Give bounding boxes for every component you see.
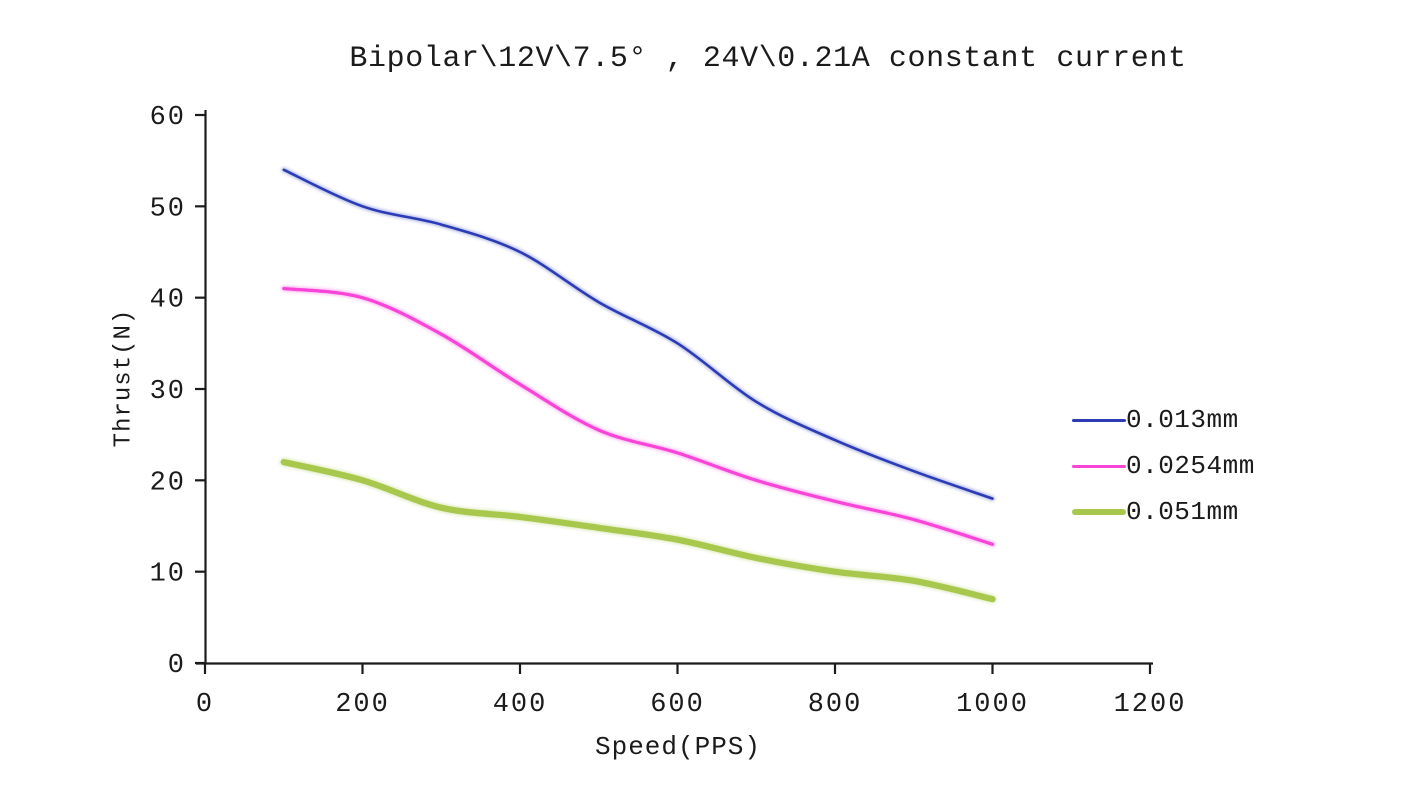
y-tick-label-20: 20	[150, 468, 186, 498]
x-tick-label-400: 400	[493, 690, 548, 720]
series-glow-0.013mm	[281, 167, 995, 501]
legend-label-00254mm: 0.0254mm	[1126, 451, 1255, 481]
y-axis-label: Thrust(N)	[110, 308, 138, 448]
legend-line-0013mm-swatch	[1072, 418, 1126, 422]
x-axis-label: Speed(PPS)	[594, 732, 762, 762]
x-tick-label-0: 0	[196, 690, 214, 720]
legend-item-0013mm: 0.013mm	[1072, 397, 1255, 443]
chart-title: Bipolar\12V\7.5° , 24V\0.21A constant cu…	[349, 42, 1187, 76]
legend-item-00254mm: 0.0254mm	[1072, 443, 1255, 489]
series-line-0.0254mm	[282, 286, 995, 546]
y-tick-label-30: 30	[150, 377, 186, 407]
y-tick-label-10: 10	[150, 560, 186, 590]
legend-line-0051mm-swatch	[1072, 509, 1126, 515]
y-tick-label-60: 60	[150, 103, 186, 133]
legend: 0.013mm 0.0254mm 0.051mm	[1072, 397, 1255, 535]
y-tick-label-0: 0	[168, 651, 186, 681]
x-tick-label-1200: 1200	[1114, 690, 1187, 720]
y-tick-label-50: 50	[150, 194, 186, 224]
legend-label-0013mm: 0.013mm	[1126, 405, 1239, 435]
x-tick-label-1000: 1000	[956, 690, 1029, 720]
series-line-0.013mm	[282, 168, 994, 500]
legend-item-0051mm: 0.051mm	[1072, 489, 1255, 535]
x-tick-label-600: 600	[650, 690, 705, 720]
y-tick-label-40: 40	[150, 286, 186, 316]
legend-line-00254mm-swatch	[1072, 464, 1126, 468]
series-glow-0.0254mm	[281, 285, 996, 547]
x-tick-label-200: 200	[335, 690, 390, 720]
x-tick-label-800: 800	[808, 690, 863, 720]
legend-label-0051mm: 0.051mm	[1126, 497, 1239, 527]
series-line-0.051mm	[280, 459, 996, 603]
